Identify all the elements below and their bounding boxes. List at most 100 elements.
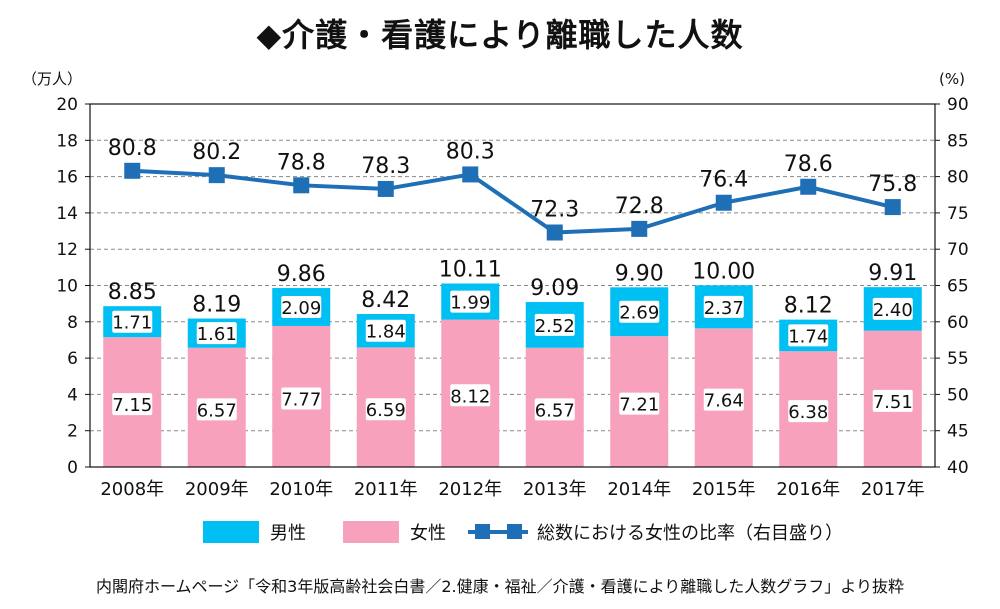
total-value-label: 10.00 [692,259,755,284]
line-layer [124,162,901,241]
male-value-label: 2.37 [704,298,744,319]
female-value-label: 7.51 [873,392,913,413]
category-label: 2012年 [438,479,502,500]
male-value-label: 1.99 [450,293,490,314]
legend-swatch-male [203,521,259,543]
ratio-label: 72.3 [530,198,579,223]
right-tick-label: 75 [947,204,969,224]
ratio-marker [631,220,648,237]
category-label: 2009年 [185,479,249,500]
left-tick-label: 8 [67,313,78,333]
female-value-label: 8.12 [450,386,490,407]
male-value-label-box [619,300,660,323]
category-label: 2015年 [692,479,756,500]
legend-marker-ratio [475,524,490,539]
right-axis-unit: (%) [939,70,965,88]
left-tick-label: 0 [67,458,78,478]
ratio-marker [715,194,732,211]
female-value-label: 7.15 [112,395,152,416]
left-tick-label: 2 [67,422,78,442]
male-value-label: 1.84 [366,322,406,343]
male-value-label: 2.69 [619,303,659,324]
total-value-label: 8.85 [108,280,157,305]
legend-swatch-female [343,521,399,543]
ratio-marker [208,167,225,184]
female-value-label: 7.77 [281,389,321,410]
female-value-label: 7.64 [704,391,744,412]
female-value-label-box [112,393,153,416]
ratio-label: 80.3 [446,139,495,164]
ratio-label: 75.8 [868,172,917,197]
female-value-label-box [872,389,913,412]
male-value-label-box [450,290,491,313]
total-value-label: 10.11 [439,258,502,283]
female-value-label: 6.38 [788,402,828,423]
male-value-label-box [365,319,406,342]
labels-layer: 80.8 80.2 78.8 78.3 80.3 72.3 72.8 76.4 78.6 75.8… [108,136,917,423]
ratio-marker [124,162,141,179]
male-value-label: 1.61 [197,324,237,345]
ratio-label: 72.8 [615,194,664,219]
ratio-label: 80.8 [108,136,157,161]
male-value-label: 1.74 [788,326,828,347]
source-note: 内閣府ホームページ「令和3年版高齢社会白書／2.健康・福祉／介護・看護により離職… [95,577,904,596]
right-tick-label: 85 [947,131,969,151]
left-tick-label: 20 [56,95,78,115]
total-value-label: 9.86 [277,262,326,287]
category-label: 2013年 [523,479,587,500]
category-label: 2016年 [776,479,840,500]
male-value-label-box [703,295,744,318]
category-label: 2017年 [861,479,925,500]
ratio-line [132,168,894,235]
total-value-label: 8.12 [784,294,833,319]
male-value-label-box [112,310,153,333]
male-value-label-box [534,313,575,336]
right-tick-label: 90 [947,95,969,115]
ratio-label: 78.8 [277,150,326,175]
ratio-label: 80.2 [192,140,241,165]
female-value-label-box [196,398,237,421]
category-label: 2014年 [607,479,671,500]
female-value-label-box [534,398,575,421]
chart-title: ◆介護・看護により離職した人数 [0,10,1000,56]
ratio-marker [546,224,563,241]
total-value-label: 9.90 [615,261,664,286]
left-tick-label: 14 [56,204,78,224]
total-value-label: 9.91 [868,261,917,286]
female-value-label: 6.57 [197,400,237,421]
category-label: 2010年 [269,479,333,500]
category-label: 2008年 [100,479,164,500]
left-tick-label: 4 [67,385,78,405]
female-value-label-box [619,392,660,415]
total-value-label: 8.19 [192,293,241,318]
legend-label-ratio: 総数における女性の比率（右目盛り） [537,523,843,544]
left-axis-unit: （万人） [22,70,82,88]
male-value-label-box [872,297,913,320]
ratio-label: 76.4 [699,168,748,193]
right-tick-label: 50 [947,385,969,405]
male-value-label: 1.71 [112,313,152,334]
left-tick-label: 10 [56,277,78,297]
right-tick-label: 40 [947,458,969,478]
ratio-marker [293,177,310,194]
ratio-marker [800,178,817,195]
legend-marker-ratio [507,524,522,539]
left-tick-label: 12 [56,240,78,260]
male-value-label: 2.40 [873,300,913,321]
right-tick-label: 45 [947,422,969,442]
left-tick-label: 18 [56,131,78,151]
right-tick-label: 55 [947,349,969,369]
male-value-label: 2.09 [281,298,321,319]
right-tick-label: 80 [947,168,969,188]
ratio-marker [884,199,901,216]
female-value-label-box [788,400,829,423]
female-value-label: 6.57 [535,400,575,421]
legend-layer: 男性 女性 総数における女性の比率（右目盛り） [203,521,843,544]
female-value-label-box [281,387,322,410]
female-value-label: 6.59 [366,400,406,421]
category-label: 2011年 [354,479,418,500]
legend-label-female: 女性 [410,523,446,544]
female-value-label: 7.21 [619,395,659,416]
